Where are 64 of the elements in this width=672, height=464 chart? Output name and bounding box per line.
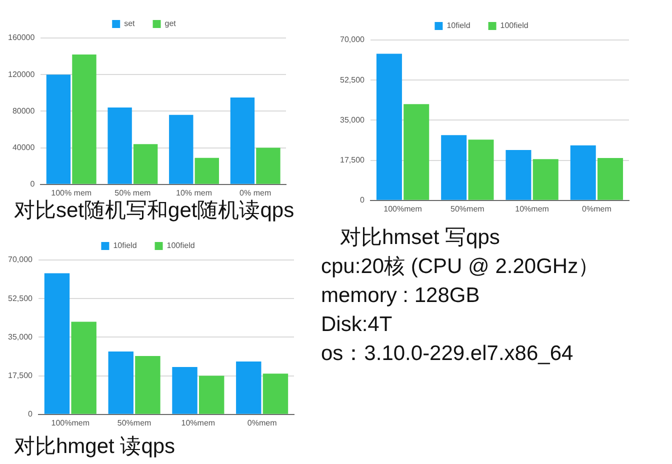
x-tick-label: 50% mem: [114, 188, 152, 198]
text: 对比hmget 读qps: [14, 435, 176, 458]
bar: [468, 140, 494, 200]
x-tick-label: 50%mem: [450, 204, 485, 214]
x-tick-label: 0%mem: [247, 418, 278, 428]
bar: [198, 376, 224, 414]
legend-label: 10field: [113, 241, 137, 250]
bar: [570, 145, 596, 200]
y-tick-label: 0: [28, 410, 34, 419]
bar: [236, 361, 262, 414]
bar: [441, 135, 467, 200]
legend-label: set: [124, 19, 136, 28]
legend-label: get: [164, 19, 177, 28]
x-tick-label: 100%mem: [384, 204, 422, 214]
bar: [598, 158, 624, 200]
x-tick-label: 100%mem: [51, 418, 90, 428]
bar: [133, 144, 158, 184]
bar: [169, 114, 194, 184]
y-tick-label: 160000: [8, 33, 36, 42]
x-tick-label: 0%mem: [582, 204, 612, 214]
y-tick-label: 35,000: [340, 115, 366, 124]
bar: [71, 322, 96, 414]
bar: [532, 159, 558, 200]
y-tick-label: 0: [360, 196, 366, 205]
bar: [108, 352, 134, 414]
y-tick-label: 70,000: [340, 35, 366, 44]
bar: [72, 54, 96, 184]
bar: [506, 150, 532, 200]
bar: [194, 158, 219, 184]
text: memory : 128GB: [321, 283, 481, 309]
x-tick-label: 100% mem: [51, 188, 92, 198]
x-tick-label: 0% mem: [240, 188, 272, 198]
y-tick-label: 70,000: [8, 255, 34, 264]
text: 对比set随机写和get随机读qps: [14, 199, 294, 222]
bar: [230, 97, 255, 184]
bar: [44, 273, 70, 414]
y-tick-label: 17,500: [8, 371, 34, 380]
bar: [108, 108, 132, 184]
y-tick-label: 52,500: [340, 75, 366, 84]
legend-label: 10field: [446, 21, 470, 30]
x-tick-label: 10%mem: [181, 418, 216, 428]
bar: [376, 54, 402, 200]
bar: [172, 366, 198, 414]
bar: [135, 356, 160, 414]
y-tick-label: 120000: [8, 70, 36, 79]
legend-label: 100field: [500, 21, 528, 30]
x-tick-label: 10%mem: [515, 204, 550, 214]
y-tick-label: 35,000: [8, 332, 34, 342]
bar: [256, 148, 280, 184]
bar: [262, 374, 288, 414]
y-tick-label: 40000: [12, 143, 36, 152]
y-tick-label: 52,500: [8, 294, 34, 303]
text: 对比hmset 写qps: [340, 226, 500, 249]
y-tick-label: 0: [30, 180, 36, 189]
text: Disk:4T: [321, 312, 394, 338]
legend-label: 100field: [166, 241, 195, 250]
y-tick-label: 17,500: [340, 156, 366, 165]
x-tick-label: 50%mem: [117, 418, 152, 428]
x-tick-label: 10% mem: [176, 188, 212, 198]
bar: [404, 104, 430, 200]
y-tick-label: 80000: [12, 106, 36, 116]
text: os：3.10.0-229.el7.x86_64: [321, 341, 574, 367]
bar: [46, 74, 71, 184]
text: cpu:20核 (CPU @ 2.20GHz）: [321, 254, 600, 280]
